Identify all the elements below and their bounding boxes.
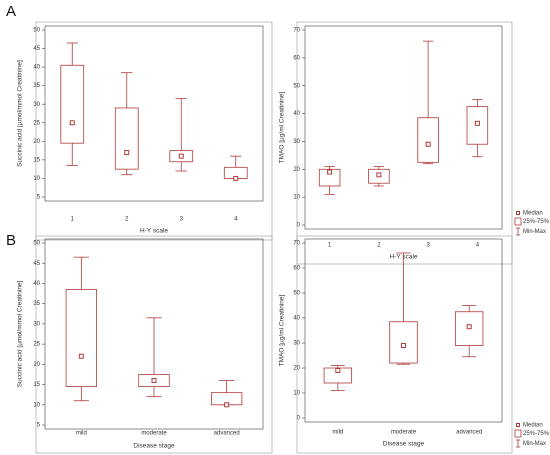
median-marker: [425, 141, 431, 147]
y-axis-label: TMAO [µg/ml Creatinine]: [279, 91, 286, 163]
y-tick-label: 25: [33, 120, 40, 126]
y-tick-label: 50: [293, 83, 300, 89]
y-tick-label: 40: [293, 316, 300, 322]
y-tick-label: 60: [293, 266, 300, 272]
plot-area: [304, 25, 503, 230]
median-marker: [401, 343, 406, 348]
median-marker: [335, 368, 341, 373]
median-marker: [124, 149, 130, 155]
median-marker: [466, 324, 472, 330]
x-tick-label: 4: [476, 243, 480, 249]
median-marker: [376, 172, 382, 178]
y-tick-label: 40: [33, 65, 40, 71]
legend-box: [514, 429, 522, 438]
y-tick-label: 25: [33, 342, 40, 348]
box: [65, 289, 97, 387]
y-tick-label: 70: [293, 28, 300, 34]
box: [389, 321, 418, 364]
median-marker: [474, 120, 480, 126]
y-axis-label: TMAO [µg/ml Creatinine]: [279, 294, 286, 366]
x-tick-label: advanced: [456, 430, 482, 436]
y-tick-label: 20: [33, 139, 40, 145]
chart-frame: [296, 235, 513, 454]
x-tick-label: 4: [234, 217, 238, 223]
x-tick-label: moderate: [391, 430, 417, 436]
y-tick-label: 30: [293, 139, 300, 145]
y-axis-label: Succinic acid [µmol/mmol Creatinine]: [17, 280, 24, 387]
y-tick-label: 45: [33, 46, 40, 52]
legend-label: Min-Max: [523, 229, 546, 235]
legend-label: Median: [523, 211, 543, 217]
x-tick-label: 1: [328, 243, 332, 249]
median-marker: [233, 175, 239, 181]
panel-label: B: [6, 232, 16, 249]
plot-area: [304, 238, 503, 423]
x-tick-label: 3: [426, 243, 430, 249]
x-tick-label: 3: [180, 217, 184, 223]
y-tick-label: 10: [293, 391, 300, 397]
y-tick-label: 35: [33, 301, 40, 307]
y-tick-label: 20: [33, 362, 40, 368]
y-tick-label: 15: [33, 157, 40, 163]
y-tick-label: 30: [33, 321, 40, 327]
legend-label: 25%-75%: [523, 431, 550, 437]
y-tick-label: 50: [33, 241, 40, 247]
median-marker: [224, 402, 230, 408]
legend-label: 25%-75%: [523, 219, 550, 225]
x-axis-label: H-Y scale: [140, 228, 168, 235]
y-tick-label: 20: [293, 167, 300, 173]
chart-frame: [35, 235, 273, 454]
legend-median: [516, 423, 520, 427]
y-tick-label: 50: [293, 291, 300, 297]
x-tick-label: mild: [332, 430, 343, 436]
y-tick-label: 0: [297, 223, 301, 229]
x-tick-label: advanced: [214, 431, 240, 437]
box: [60, 64, 85, 144]
box: [318, 168, 341, 187]
median-marker: [78, 353, 84, 359]
y-tick-label: 15: [33, 382, 40, 388]
y-tick-label: 45: [33, 261, 40, 267]
legend-median: [516, 211, 520, 215]
box: [417, 117, 439, 163]
y-tick-label: 35: [33, 83, 40, 89]
y-tick-label: 30: [293, 341, 300, 347]
box: [114, 107, 139, 170]
x-axis-label: Disease stage: [133, 443, 175, 450]
x-tick-label: 2: [377, 243, 381, 249]
legend-box: [514, 217, 522, 226]
y-tick-label: 40: [33, 281, 40, 287]
legend-label: Min-Max: [523, 441, 546, 447]
x-tick-label: 1: [71, 217, 75, 223]
plot-area: [44, 25, 264, 202]
y-tick-label: 5: [37, 195, 41, 201]
panel-label: A: [6, 3, 16, 20]
y-tick-label: 10: [293, 195, 300, 201]
chart-frame: [296, 21, 513, 265]
y-tick-label: 10: [33, 176, 40, 182]
y-tick-label: 60: [293, 55, 300, 61]
x-tick-label: mild: [76, 431, 87, 437]
median-marker: [327, 169, 333, 175]
x-tick-label: 2: [125, 217, 129, 223]
y-tick-label: 0: [297, 416, 301, 422]
legend-label: Median: [523, 423, 543, 429]
y-tick-label: 5: [37, 423, 41, 429]
x-axis-label: Disease stage: [383, 441, 425, 448]
median-marker: [151, 378, 157, 384]
y-tick-label: 10: [33, 402, 40, 408]
median-marker: [178, 153, 184, 159]
median-marker: [69, 120, 75, 126]
x-tick-label: moderate: [141, 431, 167, 437]
y-axis-label: Succinic acid [µmol/mmol Creatinine]: [17, 60, 24, 167]
y-tick-label: 20: [293, 366, 300, 372]
plot-area: [44, 238, 264, 430]
y-tick-label: 40: [293, 111, 300, 117]
y-tick-label: 30: [33, 102, 40, 108]
y-tick-label: 50: [33, 28, 40, 34]
chart-frame: [35, 21, 273, 241]
y-tick-label: 70: [293, 241, 300, 247]
